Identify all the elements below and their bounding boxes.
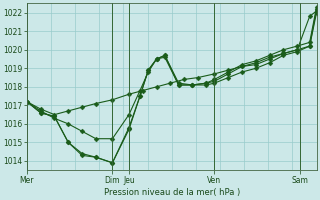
X-axis label: Pression niveau de la mer( hPa ): Pression niveau de la mer( hPa ) <box>104 188 240 197</box>
